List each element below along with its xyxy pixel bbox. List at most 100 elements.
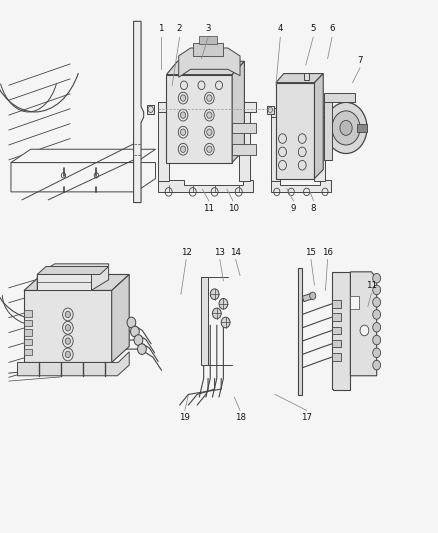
- Circle shape: [210, 289, 219, 300]
- Bar: [199, 36, 217, 44]
- Circle shape: [373, 297, 381, 307]
- Bar: [332, 313, 341, 321]
- Polygon shape: [37, 274, 91, 290]
- Bar: [24, 320, 32, 326]
- Bar: [24, 310, 32, 317]
- Polygon shape: [193, 43, 223, 56]
- Text: 18: 18: [234, 413, 246, 422]
- Polygon shape: [11, 149, 155, 163]
- Bar: [24, 349, 32, 355]
- Text: 14: 14: [230, 248, 241, 257]
- Circle shape: [134, 335, 143, 345]
- Text: 1: 1: [159, 24, 164, 33]
- Bar: [298, 268, 302, 395]
- Polygon shape: [232, 61, 244, 163]
- Polygon shape: [201, 277, 208, 365]
- Circle shape: [65, 325, 71, 331]
- Polygon shape: [37, 264, 109, 290]
- Circle shape: [340, 120, 352, 135]
- Circle shape: [207, 112, 212, 118]
- Circle shape: [65, 351, 71, 358]
- Polygon shape: [158, 180, 253, 192]
- Circle shape: [180, 146, 186, 152]
- Text: 12: 12: [180, 248, 192, 257]
- Polygon shape: [314, 112, 325, 181]
- Circle shape: [332, 111, 360, 145]
- Polygon shape: [166, 75, 232, 163]
- Circle shape: [373, 360, 381, 370]
- Circle shape: [65, 311, 71, 318]
- Bar: [357, 124, 367, 132]
- Text: 17: 17: [301, 413, 312, 422]
- Polygon shape: [134, 21, 144, 203]
- Circle shape: [138, 344, 146, 354]
- Circle shape: [207, 146, 212, 152]
- Polygon shape: [276, 83, 314, 179]
- Polygon shape: [324, 96, 332, 160]
- Polygon shape: [271, 108, 326, 117]
- Text: 11: 11: [203, 204, 215, 213]
- Polygon shape: [11, 163, 155, 192]
- Text: 13: 13: [214, 248, 226, 257]
- Text: 4: 4: [278, 24, 283, 33]
- Polygon shape: [232, 144, 256, 155]
- Text: 10: 10: [227, 204, 239, 213]
- Text: 15: 15: [305, 248, 317, 257]
- Circle shape: [325, 102, 367, 154]
- Circle shape: [65, 338, 71, 344]
- Polygon shape: [158, 102, 256, 112]
- Polygon shape: [302, 293, 314, 302]
- Text: 7: 7: [357, 56, 363, 65]
- Text: 5: 5: [311, 24, 316, 33]
- Polygon shape: [324, 93, 355, 102]
- Circle shape: [207, 95, 212, 101]
- Circle shape: [373, 335, 381, 345]
- Polygon shape: [166, 61, 244, 75]
- Circle shape: [207, 129, 212, 135]
- Polygon shape: [271, 112, 280, 181]
- Circle shape: [127, 317, 136, 328]
- Polygon shape: [350, 272, 377, 376]
- Bar: [24, 329, 32, 336]
- Polygon shape: [239, 107, 250, 181]
- Bar: [147, 105, 154, 114]
- Text: 2: 2: [177, 24, 182, 33]
- Circle shape: [180, 129, 186, 135]
- Circle shape: [373, 285, 381, 295]
- Bar: [304, 73, 309, 80]
- Polygon shape: [314, 74, 323, 179]
- Polygon shape: [18, 352, 129, 376]
- Polygon shape: [276, 74, 323, 83]
- Polygon shape: [112, 274, 129, 362]
- Circle shape: [373, 310, 381, 319]
- Circle shape: [219, 298, 228, 309]
- Polygon shape: [179, 48, 240, 77]
- Polygon shape: [24, 274, 129, 290]
- Circle shape: [212, 308, 221, 319]
- Bar: [332, 327, 341, 334]
- Text: 9: 9: [291, 204, 296, 213]
- Polygon shape: [350, 296, 359, 309]
- Bar: [24, 339, 32, 345]
- Polygon shape: [232, 123, 256, 133]
- Text: 19: 19: [180, 413, 190, 422]
- Circle shape: [373, 273, 381, 283]
- Circle shape: [310, 292, 316, 300]
- Circle shape: [373, 322, 381, 332]
- Polygon shape: [332, 272, 350, 390]
- Text: 8: 8: [311, 204, 316, 213]
- Text: 16: 16: [322, 248, 333, 257]
- Bar: [332, 300, 341, 308]
- Bar: [267, 106, 274, 114]
- Text: 3: 3: [205, 24, 211, 33]
- Polygon shape: [271, 180, 331, 192]
- Circle shape: [131, 326, 139, 337]
- Circle shape: [360, 325, 369, 336]
- Bar: [332, 353, 341, 361]
- Bar: [332, 340, 341, 347]
- Circle shape: [180, 95, 186, 101]
- Circle shape: [180, 112, 186, 118]
- Text: 6: 6: [329, 24, 335, 33]
- Polygon shape: [24, 290, 112, 362]
- Polygon shape: [158, 107, 169, 181]
